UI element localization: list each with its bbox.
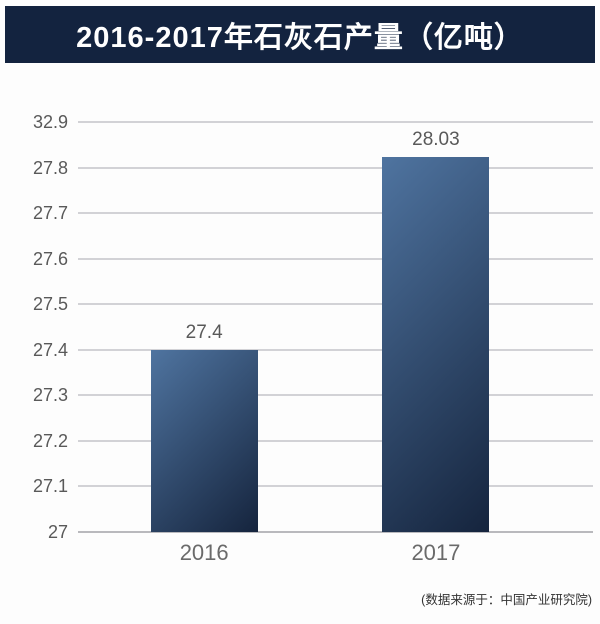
gridline bbox=[78, 485, 593, 488]
x-axis-label-2016: 2016 bbox=[179, 540, 229, 565]
bar-2017 bbox=[382, 156, 490, 532]
gridline bbox=[78, 166, 593, 169]
data-source-note: (数据来源于：中国产业研究院) bbox=[421, 593, 592, 607]
gridline bbox=[78, 303, 593, 306]
bar-value-label-2017: 28.03 bbox=[412, 128, 460, 150]
y-tick-label: 32.9 bbox=[32, 112, 68, 132]
bar-2016 bbox=[150, 349, 258, 532]
y-tick-label: 27.5 bbox=[32, 294, 68, 315]
gridline bbox=[78, 212, 593, 215]
title-banner: 2016-2017年石灰石产量（亿吨） bbox=[5, 6, 595, 63]
y-tick-label: 27.6 bbox=[32, 248, 68, 269]
gridline bbox=[78, 257, 593, 260]
x-axis-label-2017: 2017 bbox=[411, 540, 461, 565]
bar-value-label-2016: 27.4 bbox=[185, 321, 223, 343]
x-axis-line bbox=[78, 531, 593, 533]
gridline bbox=[78, 348, 593, 351]
y-tick-label: 27.4 bbox=[32, 339, 68, 360]
gridline bbox=[78, 394, 593, 397]
y-tick-label: 27.7 bbox=[32, 203, 68, 224]
chart-title: 2016-2017年石灰石产量（亿吨） bbox=[76, 21, 524, 54]
y-tick-label: 27.1 bbox=[32, 476, 68, 497]
gridline bbox=[78, 121, 593, 123]
y-tick-label: 27.3 bbox=[32, 385, 68, 406]
gridline bbox=[78, 439, 593, 442]
y-tick-label: 27.8 bbox=[32, 157, 68, 178]
y-tick-label: 27 bbox=[47, 522, 68, 542]
y-tick-label: 27.2 bbox=[32, 430, 68, 451]
